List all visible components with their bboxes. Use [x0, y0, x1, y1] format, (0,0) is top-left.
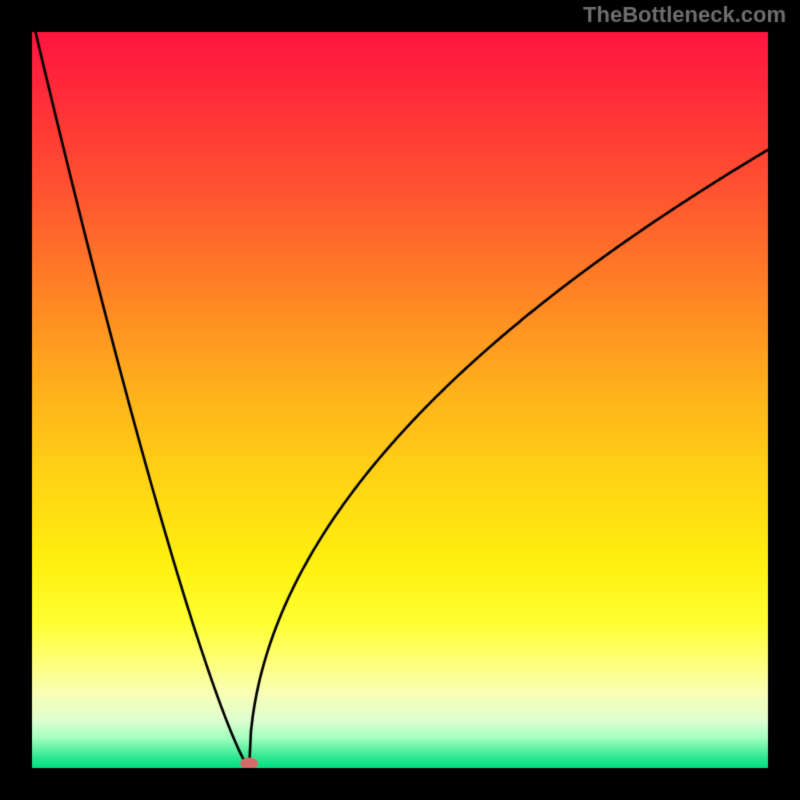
bottleneck-chart	[0, 0, 800, 800]
